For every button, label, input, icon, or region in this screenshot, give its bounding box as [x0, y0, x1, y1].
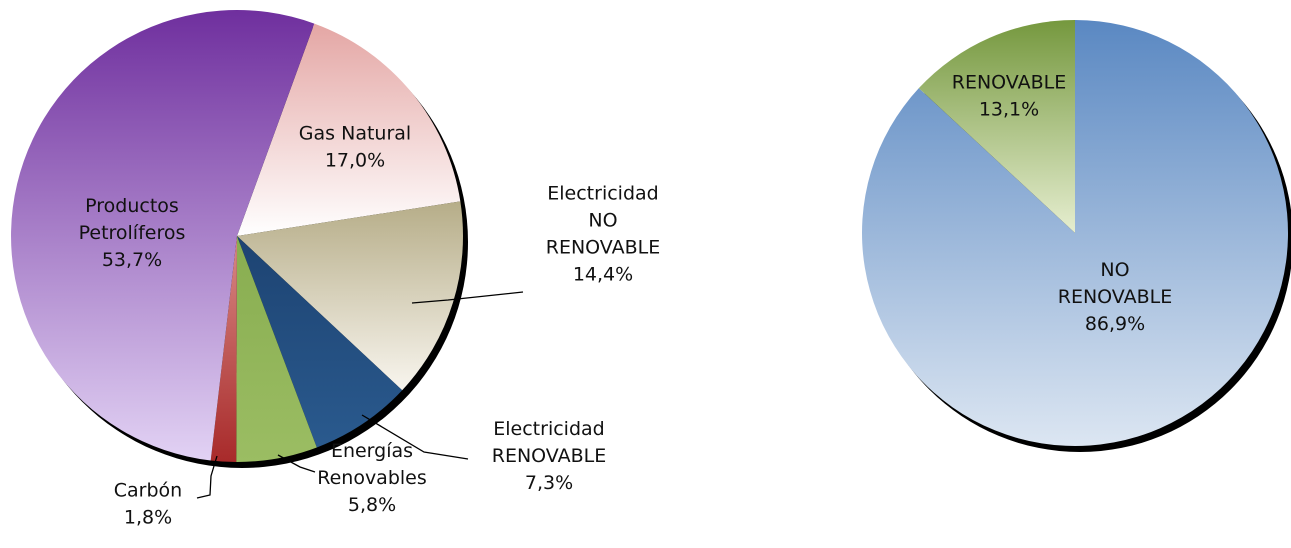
data-label-value: 5,8%: [348, 494, 396, 516]
data-label-name: Renovables: [317, 467, 427, 489]
leader-line: [361, 414, 469, 460]
data-label-value: 86,9%: [1085, 313, 1145, 335]
data-label-value: 7,3%: [525, 472, 573, 494]
data-label-value: 14,4%: [573, 264, 633, 286]
slice-productos-petroliferos: [11, 10, 315, 461]
data-label-name: NO: [1100, 259, 1129, 281]
label-electricidad-renovable: Electricidad RENOVABLE 7,3%: [492, 418, 606, 494]
data-label-name: RENOVABLE: [952, 72, 1066, 94]
slice-gas-natural: [237, 23, 461, 236]
data-label-value: 17,0%: [325, 150, 385, 172]
slice-carbon: [210, 236, 237, 462]
leader-line: [196, 455, 218, 499]
slice-electricidad-renovable: [237, 236, 403, 448]
data-label-name: Productos: [85, 195, 179, 217]
label-electricidad-no-renovable: Electricidad NO RENOVABLE 14,4%: [546, 183, 660, 286]
data-label-name: Energías: [331, 440, 413, 462]
pie-chart-energy-sources: Gas Natural 17,0% Electricidad NO RENOVABLE 1…: [11, 10, 660, 529]
data-label-name: Carbón: [114, 480, 182, 502]
label-no-renovable: NO RENOVABLE 86,9%: [1058, 259, 1172, 335]
leader-line: [277, 454, 316, 473]
leader-line: [411, 291, 524, 304]
slice-renovable: [918, 20, 1075, 233]
data-label-value: 13,1%: [979, 99, 1039, 121]
data-label-name: NO: [588, 210, 617, 232]
data-label-name: Electricidad: [493, 418, 604, 440]
slice-no-renovable: [862, 20, 1289, 446]
label-carbon: Carbón 1,8%: [114, 480, 182, 529]
data-label-name: Electricidad: [547, 183, 658, 205]
data-label-value: 1,8%: [124, 507, 172, 529]
label-energias-renovables: Energías Renovables 5,8%: [317, 440, 427, 516]
data-label-name: RENOVABLE: [546, 237, 660, 259]
pie-chart-renewable-share: NO RENOVABLE 86,9% RENOVABLE 13,1%: [862, 20, 1291, 452]
label-productos-petroliferos: Productos Petrolíferos 53,7%: [79, 195, 186, 271]
data-label-value: 53,7%: [102, 249, 162, 271]
data-label-name: Gas Natural: [299, 123, 411, 145]
data-label-name: RENOVABLE: [1058, 286, 1172, 308]
label-renovable: RENOVABLE 13,1%: [952, 72, 1066, 121]
slice-electricidad-no-renovable: [237, 201, 464, 391]
data-label-name: RENOVABLE: [492, 445, 606, 467]
data-label-name: Petrolíferos: [79, 222, 186, 244]
label-gas-natural: Gas Natural 17,0%: [299, 123, 411, 172]
slice-energias-renovables: [236, 236, 317, 463]
